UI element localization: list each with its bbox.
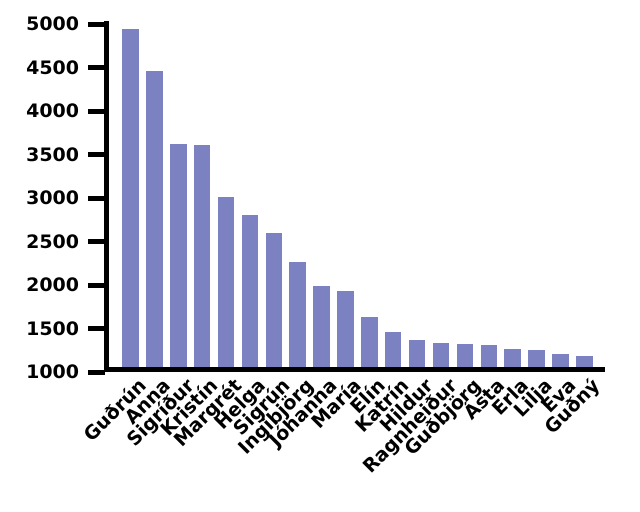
- y-tick: [88, 21, 105, 27]
- bar: [480, 345, 497, 372]
- bar: [241, 214, 259, 372]
- bar: [337, 291, 354, 372]
- y-tick-label: 4500: [26, 56, 79, 79]
- bar: [384, 331, 402, 372]
- y-tick: [88, 152, 105, 157]
- y-tick-label: 1000: [26, 361, 79, 383]
- y-tick: [88, 282, 105, 288]
- bar: [432, 343, 450, 372]
- bar: [313, 285, 330, 372]
- x-axis-spine: [104, 367, 605, 372]
- y-tick-label: 3000: [26, 187, 79, 209]
- bar: [408, 339, 426, 372]
- y-tick-label: 2500: [26, 230, 79, 253]
- y-tick-label: 4000: [26, 100, 79, 122]
- y-tick: [88, 326, 105, 331]
- bar: [504, 349, 521, 372]
- bar: [122, 29, 139, 372]
- bar: [170, 144, 187, 372]
- y-tick: [88, 108, 105, 114]
- bar: [528, 350, 545, 372]
- bar: [146, 70, 163, 372]
- bar: [265, 232, 283, 372]
- y-tick-label: 3500: [26, 143, 79, 166]
- bar: [289, 262, 306, 372]
- bar: [193, 144, 211, 372]
- bar: [361, 317, 378, 372]
- y-tick: [88, 65, 105, 70]
- bar: [217, 197, 235, 372]
- y-tick: [88, 195, 105, 201]
- y-tick-label: 2000: [26, 274, 79, 296]
- y-tick: [88, 239, 105, 244]
- y-tick-label: 1500: [26, 317, 79, 340]
- bar: [456, 344, 474, 372]
- y-tick-label: 5000: [26, 13, 79, 35]
- y-tick: [88, 369, 105, 375]
- y-axis-spine: [104, 21, 109, 372]
